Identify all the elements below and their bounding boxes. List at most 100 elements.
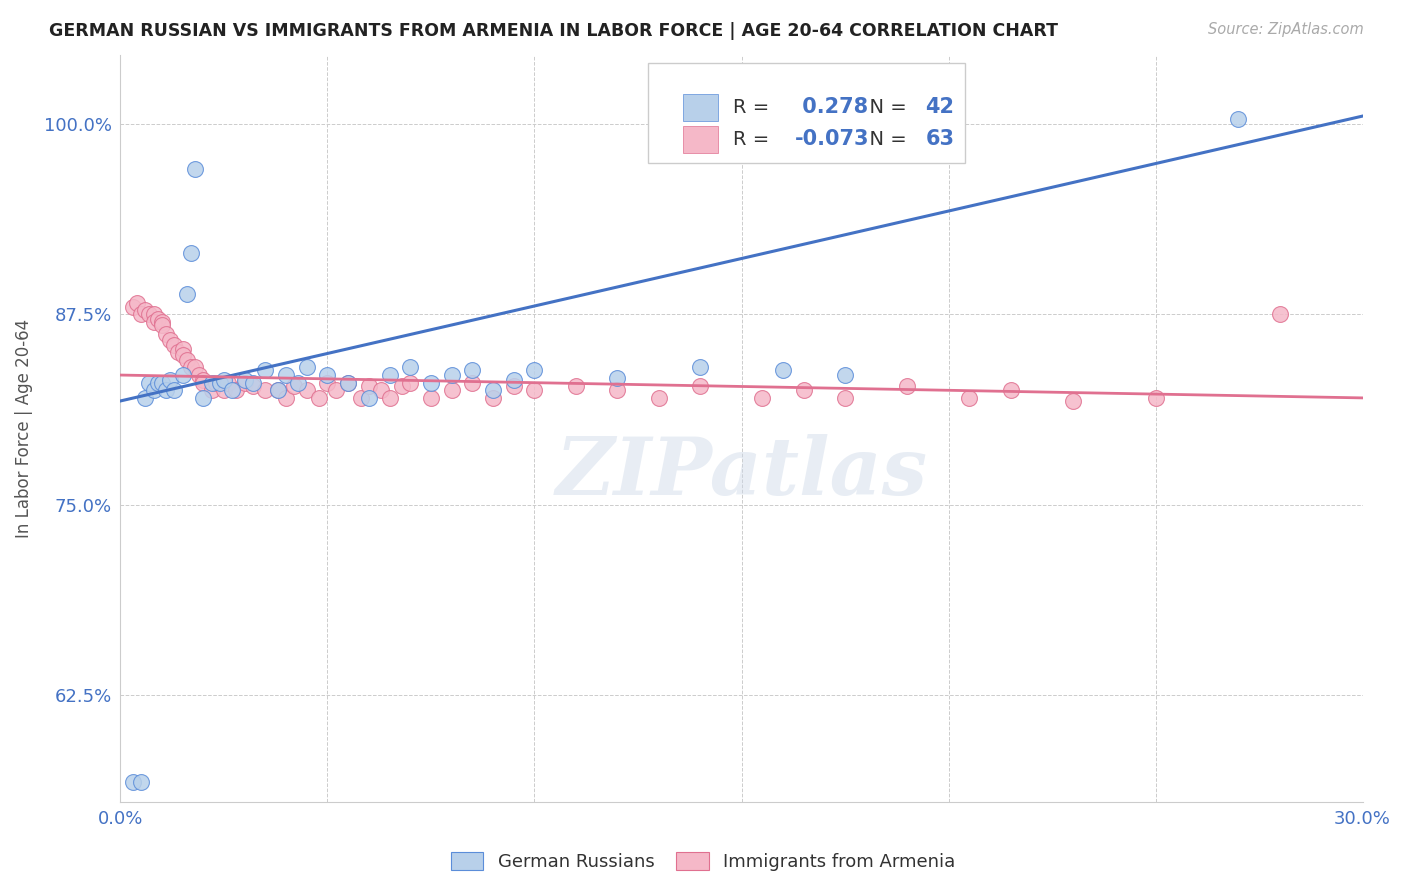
Point: [523, 384, 546, 398]
Text: N =: N =: [858, 130, 912, 149]
Point: [121, 300, 143, 314]
Point: [283, 378, 305, 392]
Point: [208, 376, 231, 390]
Point: [793, 384, 815, 398]
Point: [440, 368, 463, 382]
Point: [337, 376, 360, 390]
Point: [159, 333, 181, 347]
Point: [142, 315, 165, 329]
Point: [399, 376, 422, 390]
Point: [391, 378, 413, 392]
Y-axis label: In Labor Force | Age 20-64: In Labor Force | Age 20-64: [15, 318, 32, 538]
Point: [689, 378, 711, 392]
Point: [176, 287, 198, 301]
Point: [378, 391, 401, 405]
Point: [420, 376, 443, 390]
Point: [242, 378, 264, 392]
Point: [267, 384, 290, 398]
Point: [461, 376, 484, 390]
Point: [233, 376, 256, 390]
Point: [772, 363, 794, 377]
Point: [193, 376, 215, 390]
Point: [142, 384, 165, 398]
Point: [316, 368, 339, 382]
Point: [200, 376, 222, 390]
Point: [1268, 307, 1291, 321]
Point: [834, 368, 856, 382]
Point: [125, 296, 148, 310]
Point: [357, 391, 380, 405]
Point: [172, 342, 194, 356]
Point: [420, 391, 443, 405]
Point: [150, 315, 173, 329]
Point: [957, 391, 980, 405]
Point: [225, 384, 247, 398]
Point: [142, 307, 165, 321]
Point: [896, 378, 918, 392]
Point: [159, 373, 181, 387]
Point: [212, 384, 235, 398]
Point: [184, 162, 207, 177]
Point: [134, 302, 156, 317]
Text: Source: ZipAtlas.com: Source: ZipAtlas.com: [1208, 22, 1364, 37]
Point: [308, 391, 330, 405]
Point: [138, 376, 160, 390]
Point: [325, 384, 347, 398]
Point: [357, 378, 380, 392]
Point: [121, 774, 143, 789]
Point: [1000, 384, 1022, 398]
Point: [176, 352, 198, 367]
Point: [193, 391, 215, 405]
FancyBboxPatch shape: [648, 62, 965, 163]
Text: -0.073: -0.073: [794, 129, 869, 150]
Point: [155, 326, 177, 341]
Point: [274, 391, 297, 405]
Point: [233, 373, 256, 387]
Text: 42: 42: [925, 97, 955, 118]
Text: 63: 63: [925, 129, 955, 150]
Point: [204, 376, 226, 390]
Point: [1227, 112, 1250, 127]
Point: [606, 384, 628, 398]
Point: [180, 246, 202, 260]
Point: [370, 384, 392, 398]
Point: [254, 363, 277, 377]
Point: [221, 384, 243, 398]
Text: ZIPatlas: ZIPatlas: [555, 434, 928, 512]
Point: [217, 376, 239, 390]
Point: [172, 368, 194, 382]
Point: [502, 373, 524, 387]
Point: [150, 376, 173, 390]
Point: [212, 373, 235, 387]
Point: [242, 376, 264, 390]
Text: 0.278: 0.278: [794, 97, 868, 118]
Point: [378, 368, 401, 382]
Point: [316, 376, 339, 390]
Point: [295, 360, 318, 375]
Legend: German Russians, Immigrants from Armenia: German Russians, Immigrants from Armenia: [443, 846, 963, 879]
Point: [1062, 393, 1084, 408]
Point: [440, 384, 463, 398]
Point: [167, 345, 190, 359]
FancyBboxPatch shape: [683, 94, 718, 120]
Point: [502, 378, 524, 392]
Point: [184, 360, 207, 375]
Point: [129, 307, 152, 321]
Point: [399, 360, 422, 375]
Point: [1144, 391, 1167, 405]
Point: [606, 371, 628, 385]
Point: [482, 391, 505, 405]
Point: [163, 384, 186, 398]
Point: [146, 311, 169, 326]
Point: [200, 384, 222, 398]
Point: [129, 774, 152, 789]
Text: N =: N =: [858, 98, 912, 117]
Point: [295, 384, 318, 398]
Point: [163, 337, 186, 351]
Point: [482, 384, 505, 398]
Point: [188, 368, 211, 382]
Point: [172, 348, 194, 362]
Point: [146, 376, 169, 390]
Point: [287, 376, 309, 390]
Point: [274, 368, 297, 382]
